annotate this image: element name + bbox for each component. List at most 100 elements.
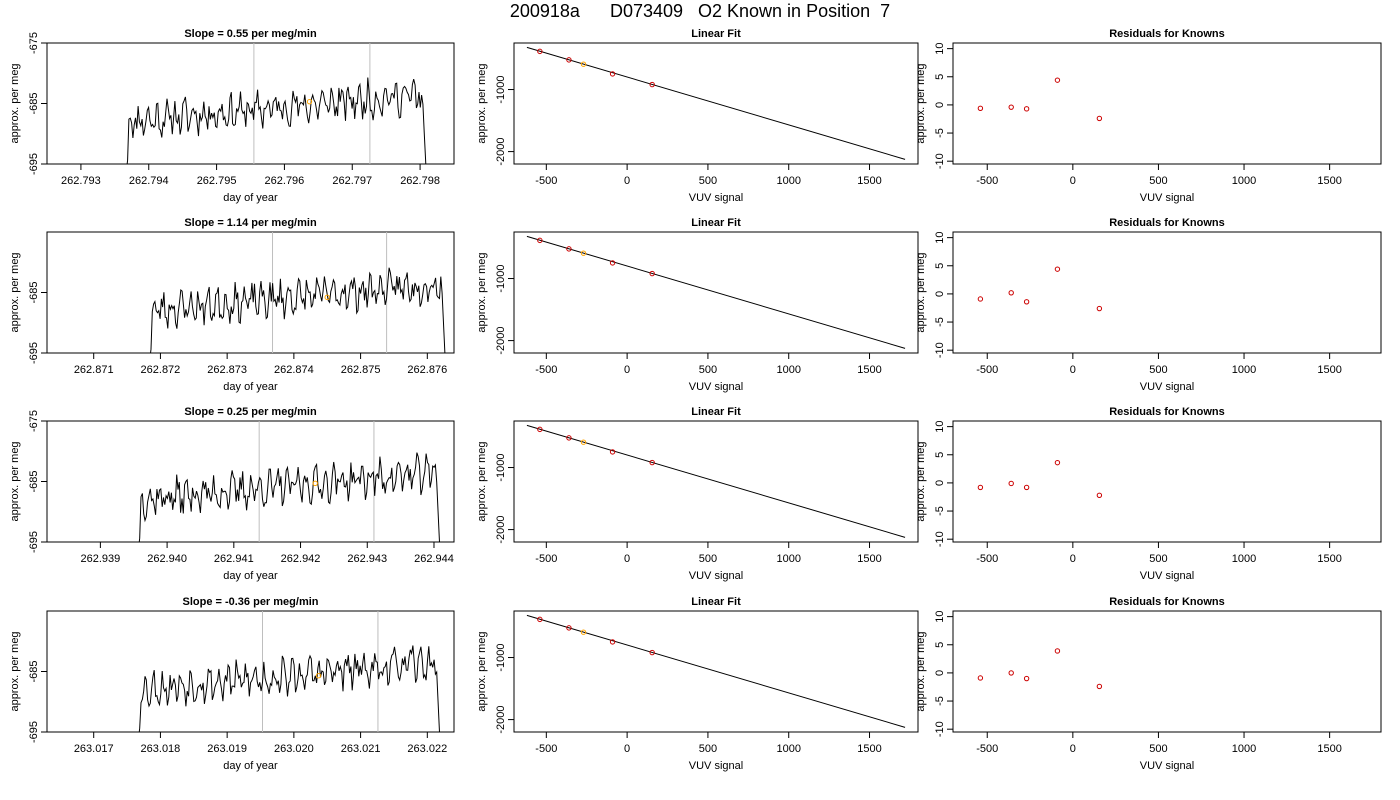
x-tick-label: -500 <box>976 364 998 376</box>
plot-title: Slope = -0.36 per meg/min <box>182 596 318 608</box>
x-tick-label: 500 <box>1149 553 1167 565</box>
residual-point <box>1023 299 1030 305</box>
plot-frame <box>46 42 455 165</box>
plot-data <box>977 77 1103 122</box>
residual-point <box>1023 484 1030 491</box>
x-tick-label: 0 <box>624 743 630 755</box>
panel-fit-row2: Linear Fit -500 0 500 1000 1500 -1000 -2000 VUV … <box>476 217 919 393</box>
x-tick-label: 1500 <box>1317 743 1341 755</box>
plot-frame <box>513 610 919 733</box>
x-tick-label: 262.794 <box>129 175 169 187</box>
x-tick-label: 262.944 <box>414 553 454 565</box>
plot-frame <box>513 42 919 165</box>
y-tick-label: -5 <box>934 506 946 516</box>
fit-line <box>526 235 906 349</box>
panel-resid-row2: Residuals for Knowns -500 0 500 1000 1500 10 5 0… <box>915 217 1382 393</box>
x-tick-label: 1000 <box>776 364 800 376</box>
y-tick-label: -5 <box>934 128 946 138</box>
y-tick-label: -695 <box>28 153 40 175</box>
plot-title: Residuals for Knowns <box>1109 596 1225 608</box>
y-tick-label: -1000 <box>495 264 507 292</box>
y-tick-label: -685 <box>28 92 40 114</box>
x-tick-label: 262.797 <box>332 175 372 187</box>
plot-title: Linear Fit <box>691 217 741 229</box>
residual-point <box>1054 459 1061 466</box>
y-axis-label: approx. per meg <box>915 631 927 711</box>
x-tick-label: 1000 <box>1232 553 1256 565</box>
panel-fit-row1: Linear Fit -500 0 500 1000 1500 -1000 -2000 VUV … <box>476 28 919 204</box>
x-tick-label: 263.022 <box>407 743 447 755</box>
residual-point <box>1096 115 1103 122</box>
data-point <box>537 48 543 55</box>
panel-time-row3: Slope = 0.25 per meg/min 262.939 262.940 26… <box>9 406 455 582</box>
y-tick-label: -5 <box>934 696 946 706</box>
x-tick-label: 1000 <box>1232 743 1256 755</box>
x-tick-label: 1000 <box>776 553 800 565</box>
data-point <box>566 435 572 441</box>
y-tick-label: 0 <box>934 670 946 676</box>
plot-data <box>526 235 906 349</box>
y-tick-label: -10 <box>934 342 946 358</box>
x-tick-label: 0 <box>1070 364 1076 376</box>
y-axis-label: approx. per meg <box>476 252 488 332</box>
x-tick-label: 1000 <box>1232 175 1256 187</box>
plot-title: Linear Fit <box>691 406 741 418</box>
y-tick-label: -2000 <box>495 706 507 734</box>
y-tick-label: -10 <box>934 721 946 737</box>
y-axis-label: approx. per meg <box>476 63 488 143</box>
data-point <box>649 649 655 656</box>
residual-point <box>1096 305 1103 312</box>
data-point <box>537 237 543 244</box>
x-tick-label: 0 <box>1070 553 1076 565</box>
x-tick-label: 263.019 <box>207 743 247 755</box>
y-tick-label: 5 <box>934 263 946 269</box>
plot-frame <box>952 420 1382 543</box>
fit-line <box>526 614 906 728</box>
y-axis-label: approx. per meg <box>915 441 927 521</box>
data-point <box>609 449 616 455</box>
y-tick-label: -2000 <box>495 138 507 166</box>
residual-point <box>1096 683 1103 690</box>
y-tick-label: 10 <box>934 611 946 623</box>
y-tick-label: -10 <box>934 153 946 169</box>
plot-title: Residuals for Knowns <box>1109 217 1225 229</box>
y-tick-label: -675 <box>28 410 40 432</box>
x-tick-label: 500 <box>1149 743 1167 755</box>
y-tick-label: -695 <box>28 531 40 553</box>
highlighted-data-point <box>580 629 587 635</box>
y-tick-label: 10 <box>934 232 946 244</box>
x-tick-label: 1500 <box>1317 553 1341 565</box>
plot-title: Slope = 0.25 per meg/min <box>184 406 317 418</box>
data-point <box>537 426 543 433</box>
plot-frame <box>513 420 919 543</box>
plot-frame <box>513 231 919 354</box>
x-axis-label: VUV signal <box>689 760 743 772</box>
x-tick-label: 262.876 <box>407 364 447 376</box>
x-axis-label: VUV signal <box>1140 760 1194 772</box>
panel-fit-row3: Linear Fit -500 0 500 1000 1500 -1000 -2000 VUV … <box>476 406 919 582</box>
x-tick-label: 1500 <box>857 175 881 187</box>
plot-data <box>977 648 1103 690</box>
x-tick-label: 500 <box>1149 175 1167 187</box>
y-tick-label: 0 <box>934 102 946 108</box>
x-tick-label: 0 <box>624 553 630 565</box>
y-tick-label: 0 <box>934 480 946 486</box>
residual-point <box>977 675 984 681</box>
y-axis-label: approx. per meg <box>476 441 488 521</box>
plot-data <box>977 266 1103 312</box>
highlighted-data-point <box>580 250 587 256</box>
x-tick-label: 262.942 <box>281 553 321 565</box>
panel-fit-row4: Linear Fit -500 0 500 1000 1500 -1000 -2000 VUV … <box>476 596 919 772</box>
x-tick-label: -500 <box>976 553 998 565</box>
panel-time-row4: Slope = -0.36 per meg/min 263.017 263.018 2… <box>9 596 455 772</box>
data-point <box>537 616 543 623</box>
x-tick-label: 262.793 <box>61 175 101 187</box>
x-axis-label: VUV signal <box>689 570 743 582</box>
residual-point <box>1054 648 1061 654</box>
x-tick-label: 263.017 <box>74 743 114 755</box>
y-tick-label: -685 <box>28 660 40 682</box>
x-tick-label: 1000 <box>776 175 800 187</box>
x-tick-label: 262.875 <box>341 364 381 376</box>
x-tick-label: -500 <box>535 553 557 565</box>
